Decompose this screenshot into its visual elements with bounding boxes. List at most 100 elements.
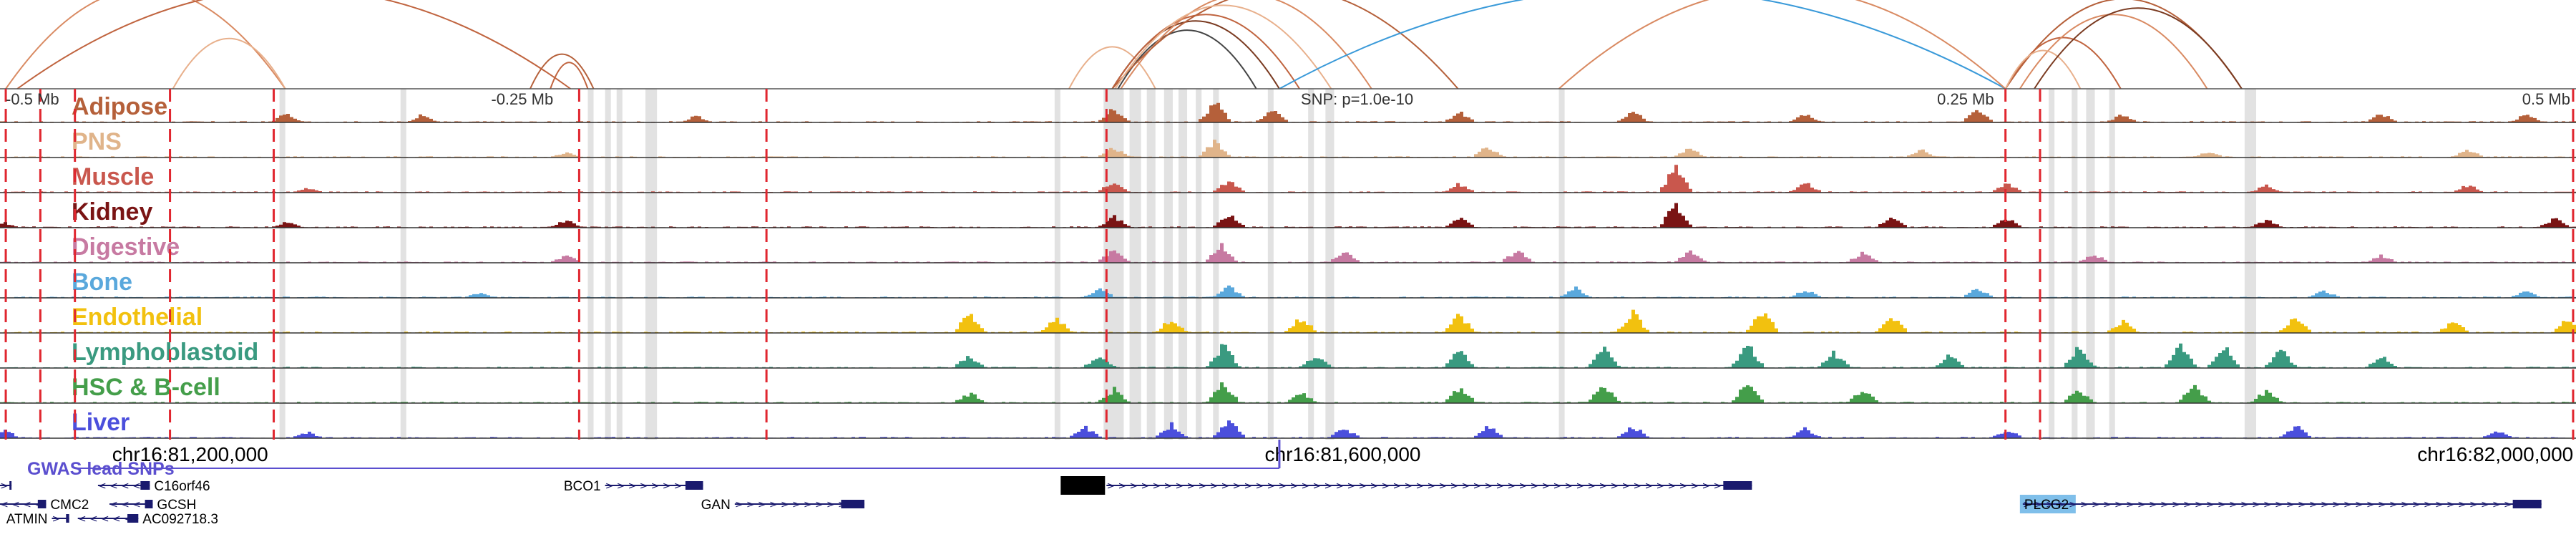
gene-label: CMIP xyxy=(1068,479,1103,494)
strand-arrow: > xyxy=(1106,480,1115,492)
strand-arrow: > xyxy=(758,499,766,511)
strand-arrow: > xyxy=(1163,480,1172,492)
loop-arc xyxy=(2004,37,2122,90)
strand-arrow: > xyxy=(792,499,801,511)
highlight-band xyxy=(645,89,658,440)
highlight-band xyxy=(1129,89,1141,440)
strand-arrow: > xyxy=(1278,480,1287,492)
highlight-band xyxy=(587,89,594,440)
gene-exon xyxy=(685,481,703,490)
track-label-pns: PNS xyxy=(72,128,122,155)
strand-arrow: < xyxy=(0,499,9,511)
loop-arc xyxy=(1120,0,1372,90)
strand-arrow: > xyxy=(1186,480,1195,492)
strand-arrow: > xyxy=(2206,499,2215,511)
strand-arrow: > xyxy=(1301,480,1309,492)
axis-top-label: -0.25 Mb xyxy=(491,90,553,108)
strand-arrow: > xyxy=(2469,499,2478,511)
strand-arrow: > xyxy=(2034,499,2043,511)
strand-arrow: > xyxy=(2046,499,2054,511)
highlight-band xyxy=(1558,89,1565,440)
track-label-hsc-b-cell: HSC & B-cell xyxy=(72,374,220,401)
highlight-band xyxy=(1308,89,1314,440)
strand-arrow: > xyxy=(2160,499,2169,511)
strand-arrow: < xyxy=(98,480,107,492)
strand-arrow: > xyxy=(52,513,61,525)
strand-arrow: > xyxy=(674,480,683,492)
strand-arrow: > xyxy=(2137,499,2146,511)
strand-arrow: > xyxy=(2424,499,2432,511)
loop-arc xyxy=(2034,7,2243,90)
signal-liver xyxy=(0,420,2576,438)
axis-top-label: 0.25 Mb xyxy=(1937,90,1994,108)
strand-arrow: > xyxy=(1427,480,1435,492)
strand-arrow: < xyxy=(78,513,87,525)
strand-arrow: > xyxy=(1175,480,1184,492)
gene-annotation: GWAS lead SNPs>N<<<<C16orf46>>>>>>>>BCO1… xyxy=(0,440,2542,527)
signal-lymphoblastoid xyxy=(0,343,2576,368)
signal-adipose xyxy=(0,102,2576,122)
strand-arrow: > xyxy=(1496,480,1504,492)
loop-arc xyxy=(1558,0,2006,90)
strand-arrow: > xyxy=(2446,499,2455,511)
strand-arrow: < xyxy=(89,513,98,525)
strand-arrow: > xyxy=(1599,480,1607,492)
strand-arrow: > xyxy=(1587,480,1596,492)
strand-arrow: > xyxy=(2195,499,2203,511)
strand-arrow: > xyxy=(2321,499,2329,511)
strand-arrow: < xyxy=(121,499,130,511)
strand-arrow: > xyxy=(1289,480,1298,492)
strand-arrow: > xyxy=(2412,499,2421,511)
loop-arc xyxy=(1114,4,1332,90)
loop-arc xyxy=(1068,46,1156,90)
highlight-band xyxy=(1267,89,1274,440)
strand-arrow: > xyxy=(1358,480,1367,492)
coordinate-axis: -0.5 Mb -0.25 Mb 0.25 Mb 0.5 Mb SNP: p=1.0e-… xyxy=(6,90,2573,465)
strand-arrow: > xyxy=(1679,480,1687,492)
highlight-band xyxy=(2086,89,2095,440)
strand-arrow: > xyxy=(2057,499,2066,511)
gene-label: C16orf46 xyxy=(154,479,210,494)
gene-exon xyxy=(140,481,150,490)
strand-arrow: > xyxy=(2298,499,2306,511)
strand-arrow: > xyxy=(1312,480,1321,492)
signal-endothelial xyxy=(0,309,2576,333)
strand-arrow: > xyxy=(2401,499,2409,511)
strand-arrow: > xyxy=(1518,480,1527,492)
track-label-kidney: Kidney xyxy=(72,198,152,226)
strand-arrow: > xyxy=(1541,480,1550,492)
highlight-band xyxy=(605,89,611,440)
strand-arrow: < xyxy=(101,513,109,525)
strand-arrow: > xyxy=(1221,480,1229,492)
strand-arrow: > xyxy=(628,480,637,492)
gene-label: GAN xyxy=(701,498,731,513)
highlight-band xyxy=(2244,89,2257,440)
strand-arrow: > xyxy=(2114,499,2123,511)
strand-arrow: > xyxy=(826,499,835,511)
signal-hsc-b-cell xyxy=(0,382,2576,403)
strand-arrow: > xyxy=(2069,499,2077,511)
strand-arrow: < xyxy=(11,499,20,511)
strand-arrow: > xyxy=(640,480,648,492)
loop-arc xyxy=(1111,14,1300,90)
strand-arrow: > xyxy=(2183,499,2192,511)
highlight-band xyxy=(1146,89,1156,440)
strand-arrow: > xyxy=(2172,499,2180,511)
gene-exon xyxy=(127,514,139,523)
highlight-band xyxy=(1325,89,1335,440)
strand-arrow: > xyxy=(1438,480,1447,492)
strand-arrow: > xyxy=(1129,480,1138,492)
highlight-bands xyxy=(279,89,2257,440)
strand-arrow: > xyxy=(2252,499,2260,511)
strand-arrow: > xyxy=(1450,480,1458,492)
strand-arrow: > xyxy=(735,499,743,511)
strand-arrow: > xyxy=(1415,480,1424,492)
highlight-band xyxy=(279,89,286,440)
strand-arrow: > xyxy=(617,480,625,492)
gene-exon xyxy=(9,481,12,490)
strand-arrow: > xyxy=(2378,499,2386,511)
highlight-band xyxy=(1163,89,1173,440)
strand-arrow: > xyxy=(781,499,789,511)
